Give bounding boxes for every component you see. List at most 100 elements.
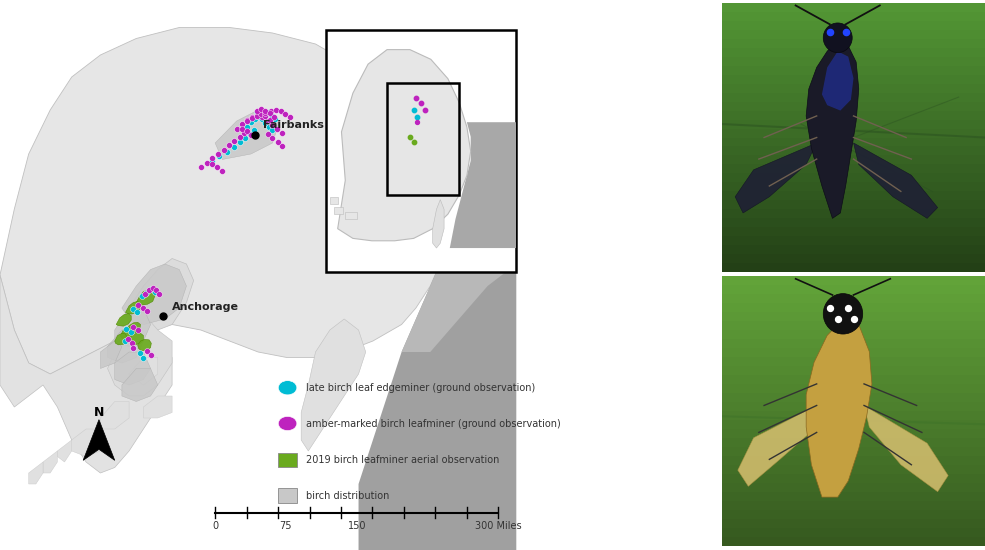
- Point: [249, 111, 265, 120]
- Point: [410, 113, 426, 122]
- Bar: [278, 488, 296, 503]
- Polygon shape: [806, 41, 859, 218]
- Bar: [722, 510, 985, 519]
- Bar: [722, 375, 985, 384]
- Polygon shape: [43, 451, 57, 473]
- Point: [249, 108, 265, 117]
- Bar: [722, 339, 985, 348]
- Point: [408, 94, 424, 102]
- Bar: [722, 183, 985, 191]
- Polygon shape: [138, 339, 152, 351]
- Point: [123, 328, 139, 337]
- Point: [125, 343, 141, 352]
- Point: [402, 133, 418, 141]
- Point: [131, 301, 147, 310]
- Bar: [722, 227, 985, 236]
- Polygon shape: [853, 143, 938, 218]
- Point: [216, 145, 231, 154]
- Bar: [722, 3, 985, 12]
- Bar: [722, 321, 985, 330]
- Point: [243, 130, 259, 139]
- Point: [244, 113, 260, 122]
- Point: [117, 337, 133, 345]
- Point: [209, 163, 225, 172]
- Bar: [722, 384, 985, 393]
- Point: [222, 141, 237, 150]
- Point: [262, 116, 278, 124]
- Point: [239, 117, 255, 125]
- Polygon shape: [114, 308, 151, 346]
- Point: [132, 349, 148, 358]
- Bar: [722, 21, 985, 30]
- Point: [238, 116, 254, 125]
- Point: [212, 152, 228, 161]
- Point: [821, 304, 837, 313]
- Bar: [722, 156, 985, 164]
- Polygon shape: [450, 122, 516, 248]
- Point: [845, 315, 861, 323]
- Text: N: N: [94, 406, 104, 419]
- Bar: [722, 492, 985, 500]
- Text: 150: 150: [348, 521, 366, 531]
- Bar: [722, 330, 985, 339]
- Bar: [722, 438, 985, 447]
- Point: [149, 286, 164, 295]
- Bar: [722, 276, 985, 285]
- Point: [226, 142, 241, 151]
- Polygon shape: [301, 319, 365, 451]
- Point: [231, 133, 247, 141]
- Point: [257, 108, 273, 117]
- Polygon shape: [83, 420, 114, 460]
- Bar: [722, 84, 985, 92]
- Text: Fairbanks: Fairbanks: [263, 120, 324, 130]
- Point: [243, 118, 259, 127]
- Point: [821, 28, 837, 37]
- Bar: [334, 207, 344, 214]
- Point: [257, 106, 273, 115]
- Point: [252, 109, 268, 118]
- Polygon shape: [125, 301, 141, 314]
- Bar: [722, 245, 985, 254]
- Point: [249, 107, 265, 116]
- Point: [219, 147, 234, 156]
- Polygon shape: [402, 176, 516, 352]
- Point: [134, 292, 150, 300]
- Point: [236, 134, 252, 142]
- Point: [136, 353, 152, 362]
- Circle shape: [278, 416, 296, 431]
- Polygon shape: [114, 352, 151, 385]
- Polygon shape: [107, 314, 172, 396]
- Bar: [722, 236, 985, 245]
- Point: [231, 138, 247, 147]
- Bar: [722, 303, 985, 312]
- Polygon shape: [122, 264, 186, 324]
- Bar: [722, 285, 985, 294]
- Polygon shape: [136, 290, 155, 305]
- Bar: [722, 312, 985, 321]
- Text: Anchorage: Anchorage: [172, 301, 239, 312]
- Point: [244, 113, 260, 122]
- Point: [840, 304, 856, 313]
- Point: [139, 346, 155, 355]
- Bar: [722, 218, 985, 227]
- Point: [145, 283, 161, 292]
- Point: [139, 306, 155, 315]
- Bar: [722, 393, 985, 402]
- Polygon shape: [122, 368, 158, 402]
- Point: [263, 106, 279, 115]
- Point: [406, 137, 422, 146]
- Bar: [722, 200, 985, 210]
- Point: [273, 107, 289, 116]
- Point: [210, 150, 226, 158]
- Bar: [326, 30, 516, 272]
- Point: [410, 118, 426, 127]
- Point: [274, 141, 290, 150]
- Point: [269, 124, 285, 133]
- Polygon shape: [338, 50, 471, 241]
- Circle shape: [823, 23, 852, 53]
- Polygon shape: [806, 319, 872, 497]
- Point: [257, 118, 273, 127]
- Point: [239, 122, 255, 131]
- Text: 2019 birch leafminer aerial observation: 2019 birch leafminer aerial observation: [306, 455, 499, 465]
- Bar: [722, 465, 985, 474]
